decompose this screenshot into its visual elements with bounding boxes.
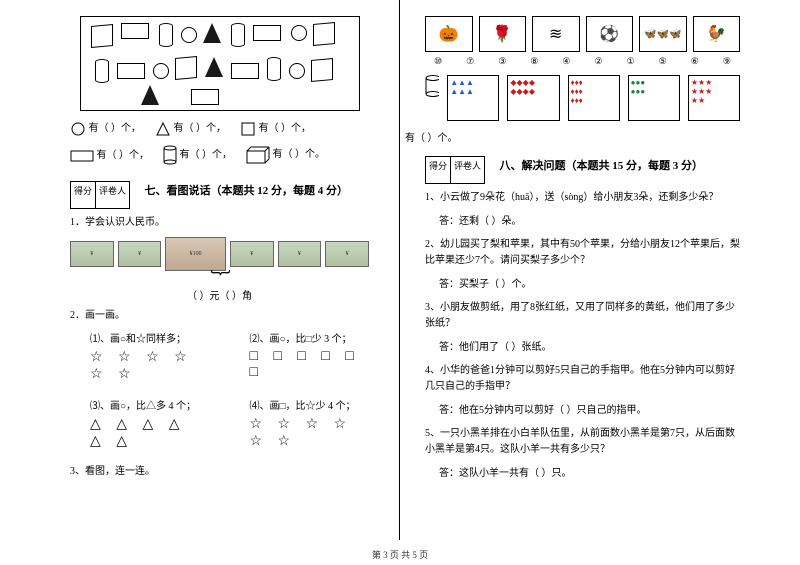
count-tail: 有（ ）个。: [405, 129, 740, 144]
section-7-title: 七、看图说话（本题共 12 分，每题 4 分）: [145, 182, 349, 198]
count-triangle: 有（ ）个，: [174, 123, 227, 134]
pattern-box: ◆◆◆◆◆◆◆◆: [507, 75, 559, 121]
count-cylinder: 有（ ）个，: [180, 149, 233, 160]
p4: 4、小华的爸爸1分钟可以剪好5只自己的手指甲。他在5分钟内可以剪好几只自己的手指…: [425, 363, 740, 395]
bill-icon: ¥: [230, 241, 274, 267]
p5: 5、一只小黑羊排在小白羊队伍里，从前面数小黑羊是第7只，从后面数小黑羊是第4只。…: [425, 426, 740, 458]
a3: 答：他们用了（ ）张纸。: [439, 338, 740, 353]
q1-label: 1．学会认识人民币。: [70, 215, 369, 231]
count-circle: 有（ ）个，: [89, 123, 142, 134]
num: ⑤: [650, 56, 676, 67]
shapes-frame: [80, 16, 360, 111]
page-footer: 第 3 页 共 5 页: [0, 548, 800, 561]
score-label: 得分: [71, 182, 96, 208]
pic-icon: 🌹: [479, 16, 527, 52]
pic-icon: 🦋🦋🦋: [639, 16, 687, 52]
grader-label: 评卷人: [451, 157, 484, 183]
score-box: 得分 评卷人: [70, 181, 130, 209]
num: ⑨: [714, 56, 740, 67]
num: ③: [489, 56, 515, 67]
count-cuboid: 有（ ）个。: [273, 149, 326, 160]
d4-shapes: ☆ ☆ ☆ ☆ ☆ ☆: [250, 416, 370, 450]
d2-title: ⑵、画○，比□少 3 个；: [250, 330, 370, 345]
p1: 1、小云做了9朵花（huā），送（sòng）给小朋友3朵，还剩多少朵？: [425, 190, 740, 206]
bill-icon: ¥: [70, 241, 114, 267]
brace-icon: ︸: [70, 277, 369, 285]
p2: 2、幼儿园买了梨和苹果，其中有50个苹果，分给小朋友12个苹果后，梨比苹果还少7…: [425, 237, 740, 269]
pic-icon: 🐓: [693, 16, 741, 52]
score-box: 得分 评卷人: [425, 156, 485, 184]
a5: 答：这队小羊一共有（ ）只。: [439, 464, 740, 479]
num: ①: [618, 56, 644, 67]
num: ⑩: [425, 56, 451, 67]
pattern-box: ▲▲▲▲▲▲: [447, 75, 499, 121]
money-row: ¥ ¥ ¥100 ¥ ¥ ¥: [70, 237, 369, 271]
num: ②: [585, 56, 611, 67]
section-8-title: 八、解决问题（本题共 15 分，每题 3 分）: [500, 157, 704, 173]
count-rect: 有（ ）个，: [97, 150, 150, 161]
a1: 答：还剩（ ）朵。: [439, 212, 740, 227]
pic-icon: ≋: [532, 16, 580, 52]
grader-label: 评卷人: [96, 182, 129, 208]
num: ⑦: [457, 56, 483, 67]
pattern-grid: ▲▲▲▲▲▲ ◆◆◆◆◆◆◆◆ ♦♦♦♦♦♦♦♦♦ ●●●●●● ★★★★★★★…: [425, 75, 740, 121]
pattern-box: ●●●●●●: [628, 75, 680, 121]
bill-icon: ¥: [118, 241, 162, 267]
cylinder-icon: [425, 75, 439, 97]
bill-icon: ¥: [325, 241, 369, 267]
q3-label: 3、看图，连一连。: [70, 464, 369, 480]
bill-icon: ¥: [278, 241, 322, 267]
num-row-1: ⑩ ⑦ ③ ⑧ ④ ② ① ⑤ ⑥ ⑨: [425, 56, 740, 67]
score-label: 得分: [426, 157, 451, 183]
d2-shapes: □ □ □ □ □ □: [250, 349, 370, 381]
q2-label: 2．画一画。: [70, 308, 369, 324]
a2: 答：买梨子（ ）个。: [439, 275, 740, 290]
d3-shapes: △ △ △ △ △ △: [90, 416, 210, 450]
money-answer: （ ）元（ ）角: [70, 287, 369, 302]
d4-title: ⑷、画□，比☆少 4 个；: [250, 397, 370, 412]
num: ⑧: [521, 56, 547, 67]
d3-title: ⑶、画○，比△多 4 个；: [90, 397, 210, 412]
bill-big-icon: ¥100: [165, 237, 225, 271]
pattern-box: ★★★★★★★★: [688, 75, 740, 121]
p3: 3、小朋友做剪纸，用了8张红纸，又用了同样多的黄纸，他们用了多少张纸？: [425, 300, 740, 332]
pic-icon: 🎃: [425, 16, 473, 52]
num: ⑥: [682, 56, 708, 67]
d1-title: ⑴、画○和☆同样多；: [90, 330, 210, 345]
a4: 答：他在5分钟内可以剪好（ ）只自己的指甲。: [439, 401, 740, 416]
picture-grid: 🎃 🌹 ≋ ⚽ 🦋🦋🦋 🐓: [425, 16, 740, 52]
pic-icon: ⚽: [586, 16, 634, 52]
d1-shapes: ☆ ☆ ☆ ☆ ☆ ☆: [90, 349, 210, 383]
count-square: 有（ ）个，: [259, 123, 312, 134]
num: ④: [553, 56, 579, 67]
pattern-box: ♦♦♦♦♦♦♦♦♦: [568, 75, 620, 121]
shape-count-row: 有（ ）个， 有（ ）个， 有（ ）个， 有（ ）个， 有（ ）个， 有（ ）个…: [70, 119, 369, 165]
